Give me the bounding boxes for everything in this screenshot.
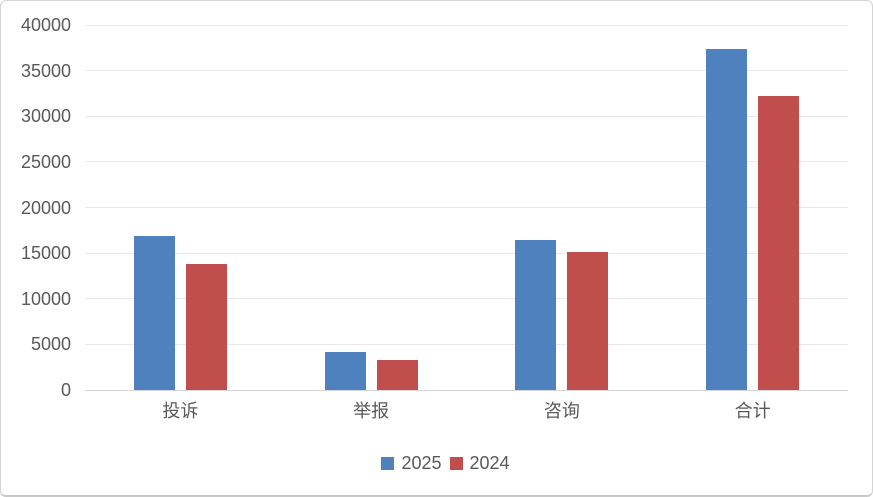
plot-area <box>85 24 848 391</box>
y-tick-label: 5000 <box>30 334 71 355</box>
gridline <box>85 115 848 117</box>
bar-2024-category-3 <box>758 96 800 390</box>
y-tick-label: 20000 <box>20 197 71 218</box>
gridline <box>85 207 848 208</box>
gridline <box>85 24 848 26</box>
legend-item-2024: 2024 <box>449 453 510 474</box>
y-tick-label: 30000 <box>20 106 71 127</box>
y-tick-label: 10000 <box>20 288 71 309</box>
y-tick-label: 25000 <box>20 151 71 172</box>
gridline <box>85 252 848 254</box>
x-axis-baseline <box>85 389 848 391</box>
x-category-label: 合计 <box>734 401 771 421</box>
y-tick-label: 0 <box>60 380 71 400</box>
bar-2025-category-3 <box>706 48 748 390</box>
bar-2025-category-0 <box>133 235 175 390</box>
legend-label-2025: 2025 <box>401 453 442 473</box>
bar-2025-category-1 <box>324 352 366 390</box>
gridline <box>85 70 848 72</box>
legend-item-2025: 2025 <box>381 453 442 474</box>
y-tick-label: 15000 <box>20 243 71 264</box>
x-category-label: 投诉 <box>162 401 199 421</box>
bar-2024-category-0 <box>185 264 227 390</box>
legend-swatch-2024 <box>449 457 463 470</box>
x-category-label: 咨询 <box>543 401 580 421</box>
bar-2024-category-1 <box>376 359 418 390</box>
bar-2025-category-2 <box>515 239 557 390</box>
gridline <box>85 298 848 300</box>
legend-label-2024: 2024 <box>469 453 510 473</box>
x-category-label: 举报 <box>353 401 390 421</box>
y-tick-label: 40000 <box>20 15 71 35</box>
bar-2024-category-2 <box>567 251 609 390</box>
gridline <box>85 161 848 163</box>
chart-legend: 2025 2024 <box>10 453 872 474</box>
legend-swatch-2025 <box>381 457 395 470</box>
gridline <box>85 343 848 345</box>
y-tick-label: 35000 <box>20 60 71 81</box>
